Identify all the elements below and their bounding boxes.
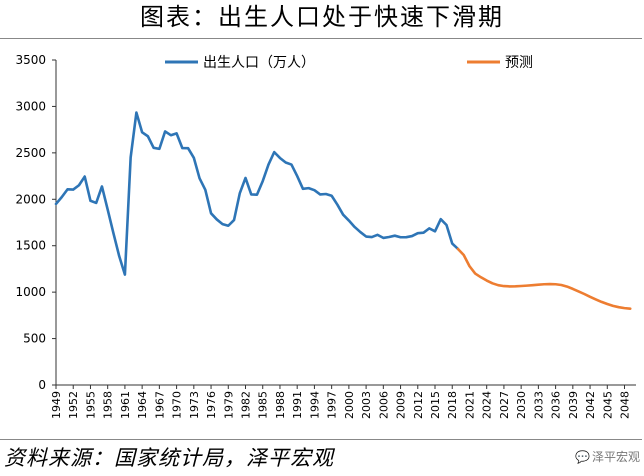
legend: 出生人口（万人） 预测 <box>165 55 533 71</box>
x-tick-label: 2006 <box>377 391 390 419</box>
y-tick-label: 3000 <box>15 99 46 113</box>
x-tick-label: 2000 <box>343 391 356 419</box>
y-tick-label: 3500 <box>15 53 46 67</box>
x-tick-label: 2024 <box>481 391 494 419</box>
chart-frame <box>0 38 642 440</box>
y-tick-label: 2000 <box>15 192 46 206</box>
x-tick-label: 1982 <box>240 391 253 419</box>
x-tick-label: 1985 <box>257 391 270 419</box>
x-tick-label: 2042 <box>584 391 597 419</box>
y-tick-label: 2500 <box>15 146 46 160</box>
x-tick-label: 1994 <box>308 391 321 419</box>
x-tick-label: 1952 <box>67 391 80 419</box>
x-tick-label: 2027 <box>498 391 511 419</box>
x-tick-label: 2039 <box>567 391 580 419</box>
x-tick-label: 1964 <box>136 391 149 419</box>
legend-label: 预测 <box>505 55 533 71</box>
x-tick-label: 1997 <box>326 391 339 419</box>
legend-label: 出生人口（万人） <box>203 55 315 71</box>
source-note: 资料来源：国家统计局，泽平宏观 <box>4 446 334 470</box>
x-tick-label: 1967 <box>153 391 166 419</box>
axes: 0 500 1000 1500 2000 2500 3000 3500 1949 1952 1955… <box>15 53 636 419</box>
x-tick-label: 2033 <box>532 391 545 419</box>
x-tick-label: 2012 <box>412 391 425 419</box>
x-tick-label: 1955 <box>84 391 97 419</box>
x-tick-label: 1949 <box>50 391 63 419</box>
x-tick-label: 1976 <box>205 391 218 419</box>
y-tick-label: 500 <box>23 332 46 346</box>
x-tick-label: 1973 <box>188 391 201 419</box>
x-tick-label: 2048 <box>619 391 632 419</box>
watermark-text: 泽平宏观 <box>591 450 640 464</box>
x-tick-label: 1961 <box>119 391 132 419</box>
series-line-forecast <box>456 247 632 310</box>
x-tick-label: 2009 <box>395 391 408 419</box>
x-tick-label: 2036 <box>550 391 563 419</box>
x-tick-label: 2030 <box>515 391 528 419</box>
wechat-icon: 💬 <box>575 450 590 464</box>
y-tick-label: 0 <box>38 378 46 392</box>
y-tick-label: 1000 <box>15 285 46 299</box>
x-tick-label: 1979 <box>222 391 235 419</box>
x-tick-label: 2003 <box>360 391 373 419</box>
series-line-births <box>54 111 460 276</box>
x-tick-label: 1970 <box>171 391 184 419</box>
series-lines <box>54 111 632 310</box>
x-tick-label: 1988 <box>274 391 287 419</box>
x-tick-label: 2018 <box>446 391 459 419</box>
chart-title: 图表：出生人口处于快速下滑期 <box>140 3 504 31</box>
x-tick-label: 2045 <box>601 391 614 419</box>
x-tick-label: 1991 <box>291 391 304 419</box>
x-tick-label: 1958 <box>102 391 115 419</box>
line-chart: 0 500 1000 1500 2000 2500 3000 3500 1949 1952 1955… <box>15 53 636 419</box>
x-tick-label: 2021 <box>463 391 476 419</box>
y-tick-label: 1500 <box>15 239 46 253</box>
x-tick-label: 2015 <box>429 391 442 419</box>
watermark: 💬 泽平宏观 <box>575 448 640 465</box>
